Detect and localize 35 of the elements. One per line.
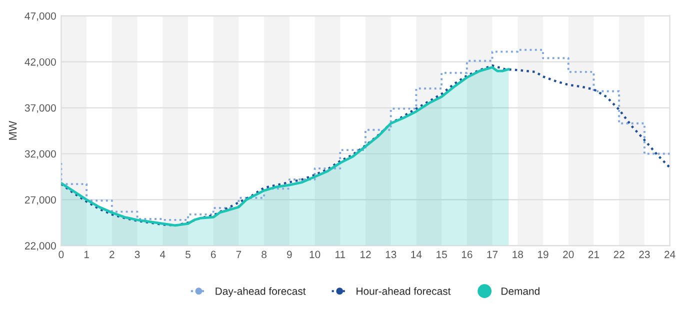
x-tick-label: 17	[487, 250, 498, 258]
y-tick-label: 47,000	[24, 12, 56, 21]
x-tick-label: 5	[186, 250, 190, 258]
x-tick-label: 9	[287, 250, 292, 258]
x-tick-label: 6	[210, 250, 216, 258]
x-tick-label: 18	[512, 250, 523, 258]
y-tick-label: 27,000	[25, 196, 56, 205]
y-tick-label: 37,000	[24, 104, 56, 113]
y-tick-label: 42,000	[24, 58, 56, 67]
x-tick-label: 24	[664, 250, 676, 258]
legend-label: Hour-ahead forecast	[356, 287, 451, 295]
x-tick-label: 0	[58, 250, 64, 258]
legend-label: Demand	[502, 287, 540, 295]
x-tick-label: 2	[110, 250, 114, 258]
legend-label: Day-ahead forecast	[216, 287, 306, 297]
y-tick-label: 32,000	[24, 150, 56, 159]
x-tick-label: 12	[360, 250, 371, 258]
x-tick-label: 14	[411, 250, 422, 258]
x-tick-label: 19	[538, 250, 548, 258]
x-tick-label: 3	[134, 250, 140, 258]
x-tick-label: 16	[462, 250, 472, 258]
x-tick-label: 7	[236, 250, 242, 258]
x-tick-label: 8	[262, 250, 267, 258]
x-tick-label: 21	[588, 250, 600, 258]
x-tick-label: 22	[614, 250, 624, 258]
y-axis-title: MW	[8, 120, 17, 140]
x-tick-label: 10	[310, 250, 320, 258]
x-tick-label: 20	[563, 250, 574, 258]
x-tick-label: 1	[84, 250, 89, 258]
y-tick-label: 22,000	[25, 242, 56, 251]
x-tick-label: 11	[336, 250, 346, 258]
x-tick-label: 13	[386, 250, 396, 258]
x-tick-label: 4	[160, 250, 166, 258]
x-tick-label: 15	[436, 250, 447, 258]
x-tick-label: 23	[639, 250, 650, 258]
